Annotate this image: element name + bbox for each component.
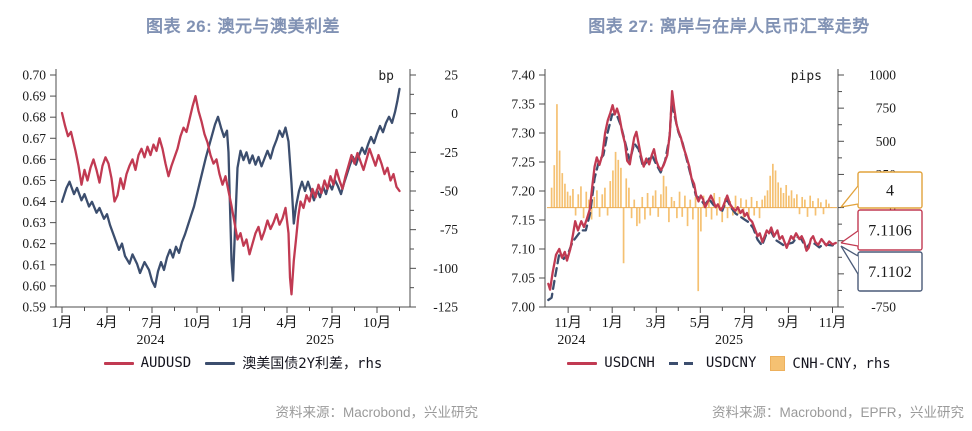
svg-text:11月: 11月 [554, 315, 581, 331]
axes [539, 69, 844, 313]
panel-audusd: 图表 26: 澳元与澳美利差 0.70 0.69 0.68 0.67 0.66 0.65 0… [0, 17, 486, 420]
svg-text:7月: 7月 [142, 315, 163, 331]
svg-text:3月: 3月 [646, 315, 667, 331]
svg-text:5月: 5月 [690, 315, 711, 331]
audusd-chart-canvas: 0.70 0.69 0.68 0.67 0.66 0.65 0.64 0.63 0.62 0.61… [22, 68, 458, 349]
svg-text:-25: -25 [440, 145, 458, 160]
series-line-USDCNH [547, 90, 837, 291]
legend-item-USDCNH: USDCNH [567, 355, 655, 371]
svg-text:0.61: 0.61 [22, 257, 46, 272]
legend-item-AUDUSD: AUDUSD [103, 355, 192, 371]
svg-text:pips: pips [791, 69, 822, 84]
svg-text:7.30: 7.30 [511, 126, 535, 141]
panel-cny: 图表 27: 离岸与在岸人民币汇率走势 7.40 7.35 7.30 7.25 7.20… [486, 0, 972, 431]
legend-swatch-line [103, 361, 134, 365]
chart-title-right: 图表 27: 离岸与在岸人民币汇率走势 [588, 17, 870, 36]
svg-text:750: 750 [876, 101, 897, 116]
series-bars-CNH-CNY，rhs [550, 104, 833, 292]
legend-label: CNH-CNY，rhs [792, 356, 891, 372]
svg-text:0.67: 0.67 [22, 131, 46, 146]
svg-text:7.25: 7.25 [511, 155, 535, 170]
cny-chart-legend: USDCNH USDCNY CNH-CNY，rhs [486, 352, 972, 374]
svg-text:7.35: 7.35 [511, 97, 535, 112]
legend-item-USDCNY: USDCNY [668, 355, 757, 371]
svg-text:4月: 4月 [277, 315, 298, 331]
plot-series [60, 87, 401, 296]
svg-text:-125: -125 [433, 300, 458, 315]
svg-text:7.1102: 7.1102 [868, 264, 911, 281]
svg-text:bp: bp [378, 69, 394, 84]
source-right: 资料来源：Macrobond，EPFR，兴业研究 [711, 405, 964, 420]
svg-text:0.59: 0.59 [22, 300, 46, 315]
source-left: 资料来源：Macrobond，兴业研究 [275, 405, 478, 420]
svg-text:7月: 7月 [322, 315, 343, 331]
legend-swatch-line [205, 361, 236, 365]
svg-text:0.60: 0.60 [22, 278, 46, 293]
svg-text:-100: -100 [433, 261, 458, 276]
svg-text:7.15: 7.15 [511, 213, 535, 228]
svg-text:7.40: 7.40 [511, 68, 535, 83]
svg-text:7月: 7月 [734, 315, 755, 331]
svg-text:25: 25 [445, 68, 459, 83]
svg-text:0.65: 0.65 [22, 173, 46, 188]
svg-text:7.10: 7.10 [511, 242, 535, 257]
legend-item-CNH-CNY，rhs: CNH-CNY，rhs [770, 353, 891, 373]
svg-text:2024: 2024 [557, 333, 585, 348]
svg-text:0.64: 0.64 [22, 194, 46, 209]
svg-text:-750: -750 [871, 300, 896, 315]
svg-text:1000: 1000 [869, 68, 896, 83]
svg-text:9月: 9月 [778, 315, 799, 331]
audusd-chart-legend: AUDUSD 澳美国债2Y利差，rhs [0, 352, 486, 374]
svg-text:2024: 2024 [137, 333, 165, 348]
axes [50, 69, 416, 313]
svg-text:11月: 11月 [819, 315, 846, 331]
svg-text:-75: -75 [440, 222, 458, 237]
svg-text:4月: 4月 [97, 315, 118, 331]
legend-swatch-dashes [668, 361, 699, 365]
plot-series [547, 90, 837, 302]
legend-swatch-square [770, 355, 786, 371]
legend-label: USDCNH [604, 355, 655, 371]
svg-text:1月: 1月 [602, 315, 623, 331]
svg-text:7.05: 7.05 [511, 271, 535, 286]
legend-label: AUDUSD [140, 355, 192, 371]
chart-title-left: 图表 26: 澳元与澳美利差 [145, 17, 341, 36]
svg-text:0.66: 0.66 [22, 152, 46, 167]
svg-text:2025: 2025 [715, 333, 743, 348]
svg-text:10月: 10月 [183, 315, 211, 331]
svg-text:7.20: 7.20 [511, 184, 535, 199]
svg-text:10月: 10月 [363, 315, 391, 331]
svg-text:0.69: 0.69 [22, 89, 46, 104]
svg-text:1月: 1月 [232, 315, 253, 331]
svg-text:7.1106: 7.1106 [868, 223, 911, 240]
svg-text:7.00: 7.00 [511, 300, 535, 315]
svg-text:4: 4 [886, 183, 894, 200]
svg-text:0: 0 [451, 106, 458, 121]
svg-text:500: 500 [876, 134, 897, 149]
svg-text:0.68: 0.68 [22, 110, 46, 125]
cny-chart-canvas: 7.40 7.35 7.30 7.25 7.20 7.15 7.10 7.05 7.00 1000… [511, 68, 923, 348]
svg-text:-50: -50 [440, 184, 458, 199]
legend-label: 澳美国债2Y利差，rhs [242, 356, 383, 372]
svg-text:0.63: 0.63 [22, 215, 46, 230]
svg-text:0.62: 0.62 [22, 236, 46, 251]
svg-text:1月: 1月 [52, 315, 73, 331]
legend-swatch-line [567, 361, 598, 365]
axis-labels: 0.70 0.69 0.68 0.67 0.66 0.65 0.64 0.63 0.62 0.61… [22, 68, 458, 349]
callout-labels: 4 7.1106 7.1102 [840, 171, 923, 292]
legend-item-澳美国债2Y利差，rhs: 澳美国债2Y利差，rhs [205, 353, 382, 373]
svg-text:2025: 2025 [306, 333, 334, 348]
series-line-AUDUSD [60, 94, 401, 296]
legend-label: USDCNY [705, 355, 757, 371]
svg-text:0.70: 0.70 [22, 68, 46, 83]
